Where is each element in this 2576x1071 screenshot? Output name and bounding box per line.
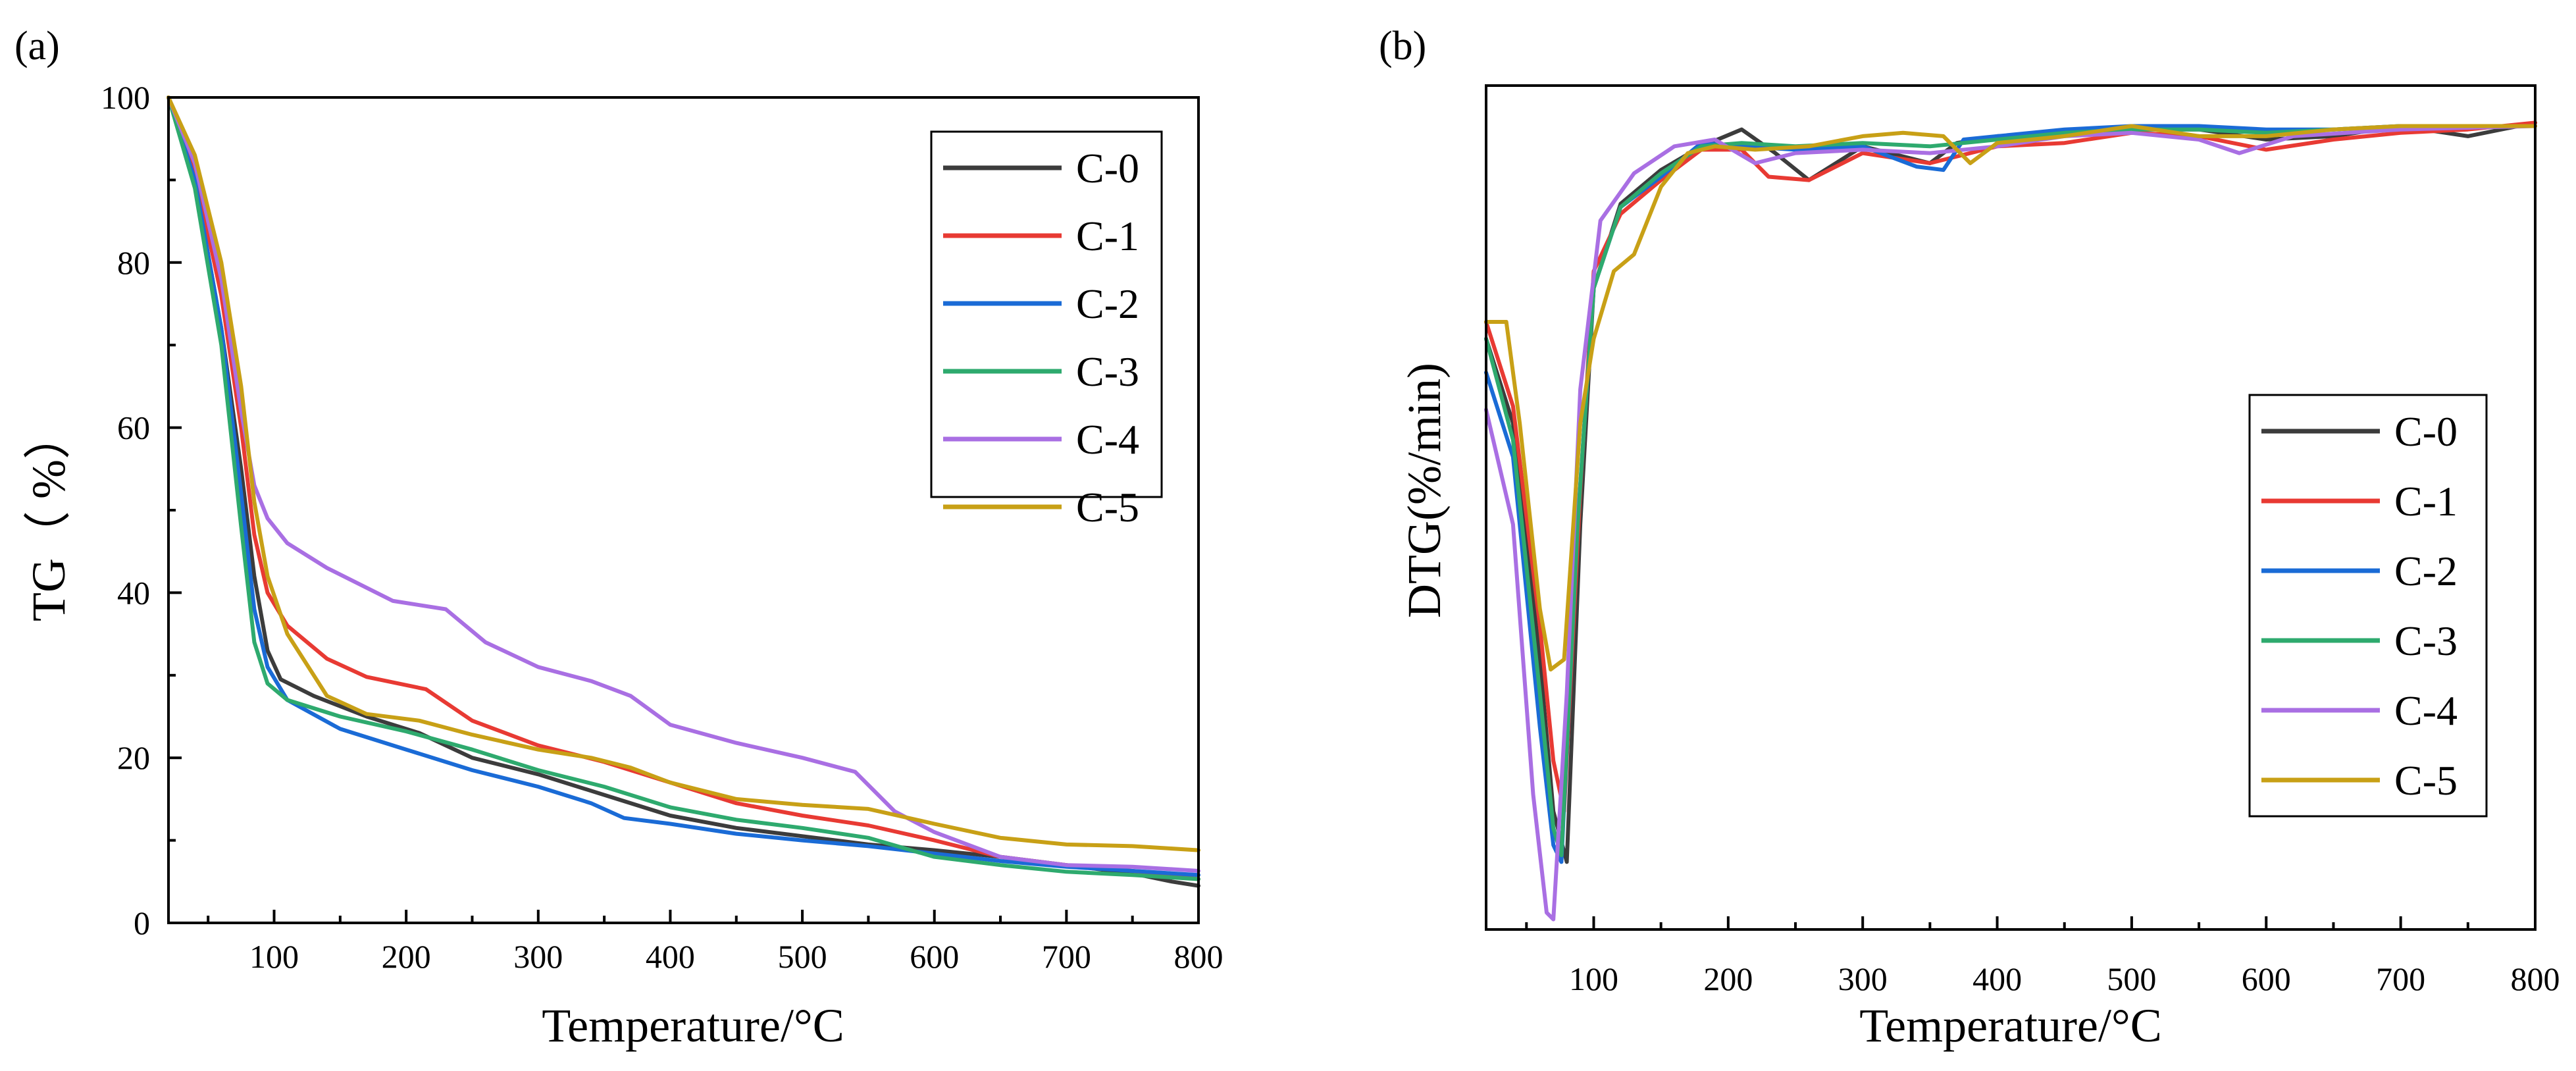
panel-a-ticks: 100 200 300 400 500 600 700 800 0 20 40 60 80 100 xyxy=(101,79,1224,975)
series-line-c-5 xyxy=(167,95,1200,852)
x-tick-label: 500 xyxy=(778,938,827,975)
x-tick-label: 100 xyxy=(249,938,299,975)
panel-b: (b) 100 200 300 400 500 600 700 800 Temperature… xyxy=(1379,24,2560,1052)
x-tick-label: 300 xyxy=(513,938,563,975)
x-tick-label: 600 xyxy=(910,938,959,975)
panel-b-legend: C-0 C-1 C-2 C-3 C-4 C-5 xyxy=(2248,394,2488,818)
y-tick-label: 0 xyxy=(134,904,150,941)
x-tick-label: 300 xyxy=(1838,960,1888,997)
y-tick-label: 40 xyxy=(117,574,150,611)
x-tick-label: 100 xyxy=(1569,960,1618,997)
legend-label-c-4: C-4 xyxy=(1076,416,1139,463)
panel-a-series-lines xyxy=(167,95,1200,888)
x-tick-label: 800 xyxy=(2511,960,2560,997)
x-tick-label: 500 xyxy=(2107,960,2156,997)
y-tick-label: 20 xyxy=(117,739,150,776)
series-line-c-3 xyxy=(167,95,1200,881)
legend-box xyxy=(2248,394,2488,818)
panel-label-b: (b) xyxy=(1379,24,1426,68)
series-line-c-2 xyxy=(1484,124,2537,864)
panel-a-y-axis-title: TG（ %） xyxy=(22,412,75,621)
series-line-c-2 xyxy=(167,95,1200,877)
panel-b-series-lines xyxy=(1484,120,2537,922)
panel-a-x-axis-title: Temperature/°C xyxy=(542,999,844,1052)
panel-label-a: (a) xyxy=(14,24,60,68)
x-tick-label: 600 xyxy=(2242,960,2291,997)
y-tick-label: 60 xyxy=(117,409,150,446)
panel-a-legend: C-0 C-1 C-2 C-3 C-4 C-5 xyxy=(930,130,1163,531)
legend-label-c-2: C-2 xyxy=(2394,548,2458,594)
x-tick-label: 200 xyxy=(382,938,431,975)
x-tick-label: 200 xyxy=(1703,960,1753,997)
panel-b-x-axis-title: Temperature/°C xyxy=(1859,999,2162,1052)
x-tick-label: 400 xyxy=(646,938,695,975)
panel-b-y-axis-title: DTG(%/min) xyxy=(1398,363,1451,618)
panel-b-ticks: 100 200 300 400 500 600 700 800 xyxy=(1525,916,2560,997)
legend-label-c-3: C-3 xyxy=(2394,617,2458,664)
x-tick-label: 400 xyxy=(1972,960,2022,997)
series-line-c-4 xyxy=(1484,124,2537,922)
legend-label-c-5: C-5 xyxy=(1076,484,1139,531)
legend-label-c-3: C-3 xyxy=(1076,348,1139,395)
panel-b-frame xyxy=(1485,84,2537,931)
x-tick-label: 700 xyxy=(2376,960,2425,997)
panel-a: (a) 100 200 300 400 500 600 700 800020406080100… xyxy=(14,24,1224,1052)
legend-label-c-2: C-2 xyxy=(1076,280,1139,327)
x-tick-label: 700 xyxy=(1042,938,1091,975)
legend-label-c-0: C-0 xyxy=(1076,145,1139,192)
x-tick-label: 800 xyxy=(1174,938,1224,975)
y-tick-label: 100 xyxy=(101,79,150,116)
legend-label-c-1: C-1 xyxy=(2394,478,2458,525)
legend-label-c-4: C-4 xyxy=(2394,687,2458,734)
series-line-c-1 xyxy=(167,95,1200,881)
legend-label-c-1: C-1 xyxy=(1076,213,1139,259)
legend-box xyxy=(930,130,1163,498)
y-tick-label: 80 xyxy=(117,244,150,281)
legend-label-c-5: C-5 xyxy=(2394,757,2458,804)
legend-label-c-0: C-0 xyxy=(2394,408,2458,455)
series-line-c-5 xyxy=(1484,124,2537,672)
